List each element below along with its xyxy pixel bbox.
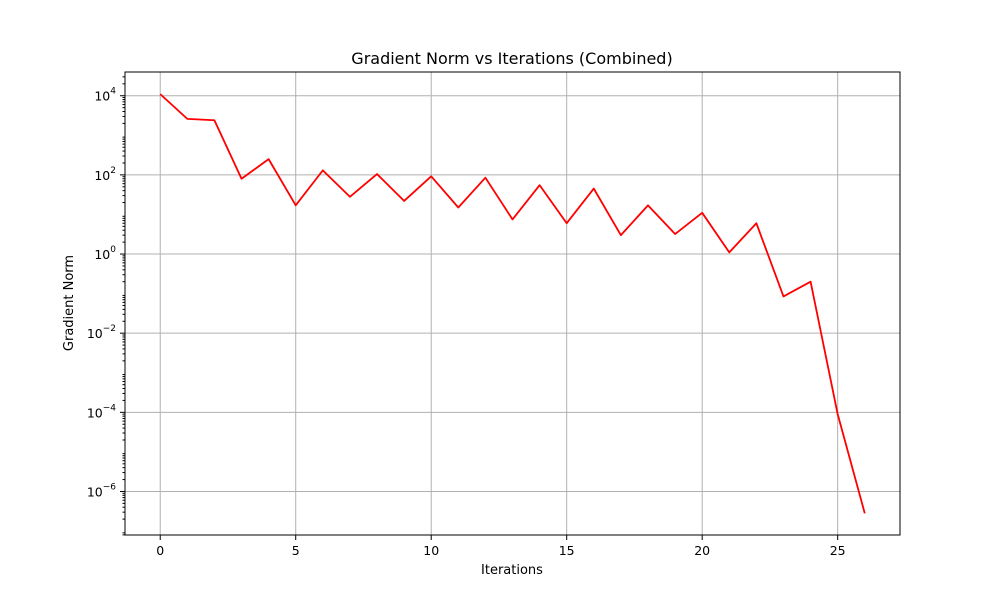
y-tick-label: 10−2 — [87, 324, 116, 341]
plot-frame — [124, 71, 901, 536]
y-tick-label: 104 — [94, 87, 116, 104]
y-axis-label: Gradient Norm — [62, 255, 77, 351]
x-tick-label: 15 — [559, 543, 575, 558]
y-tick-label: 10−6 — [87, 482, 116, 499]
axis-ticks: 0 5 10 15 20 25 104 102 100 10−2 10−4 10−6 — [87, 76, 846, 558]
series-line-gradient-norm — [159, 93, 866, 514]
y-tick-label: 10−4 — [87, 403, 116, 420]
x-tick-label: 5 — [292, 543, 300, 558]
y-tick-label: 100 — [94, 245, 116, 262]
grid-lines — [125, 72, 900, 535]
y-tick-label: 102 — [94, 166, 116, 183]
chart-title: Gradient Norm vs Iterations (Combined) — [351, 49, 672, 68]
x-axis-label: Iterations — [481, 563, 543, 578]
x-tick-label: 25 — [830, 543, 846, 558]
series-layer — [159, 93, 866, 514]
x-tick-label: 20 — [694, 543, 710, 558]
x-tick-label: 0 — [156, 543, 164, 558]
x-tick-label: 10 — [423, 543, 439, 558]
